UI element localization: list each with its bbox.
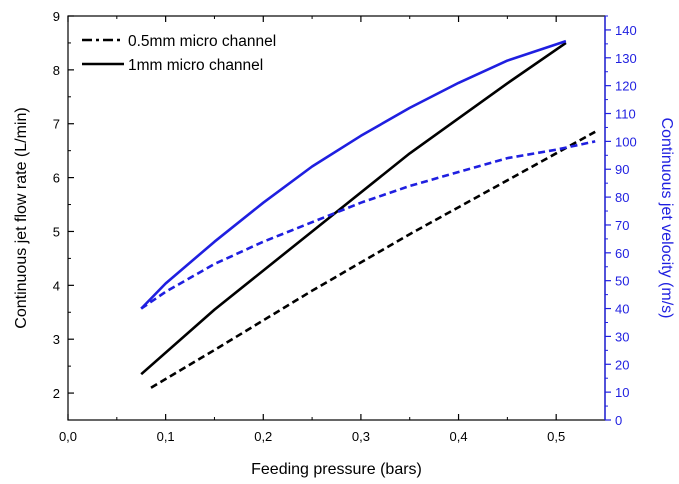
y-right-tick-label: 80 [615, 190, 629, 205]
y-right-tick-label: 130 [615, 51, 637, 66]
series-layer [140, 39, 596, 389]
y-right-tick-label: 120 [615, 79, 637, 94]
y-right-tick-label: 140 [615, 23, 637, 38]
y-left-tick-label: 7 [53, 117, 60, 132]
legend-label-1: 1mm micro channel [128, 57, 263, 74]
y-right-tick-label: 60 [615, 246, 629, 261]
plot-frame [67, 15, 606, 421]
series-line-1 [150, 130, 596, 389]
x-axis-label: Feeding pressure (bars) [251, 461, 422, 478]
y-right-tick-label: 30 [615, 329, 629, 344]
y-right-tick-label: 100 [615, 134, 637, 149]
y-left-tick-label: 6 [53, 171, 60, 186]
y-left-tick-label: 8 [53, 63, 60, 78]
y-right-tick-label: 0 [615, 413, 622, 428]
y-right-tick-label: 90 [615, 162, 629, 177]
series-line-3 [140, 140, 596, 310]
y-left-tick-label: 9 [53, 9, 60, 24]
y-left-tick-label: 2 [53, 386, 60, 401]
y-right-tick-label: 40 [615, 302, 629, 317]
y-right-tick-label: 70 [615, 218, 629, 233]
x-tick-label: 0,1 [157, 429, 175, 444]
y-right-tick-label: 50 [615, 274, 629, 289]
ticks-layer: 0,0 0,1 0,2 0,3 0,4 0,52345678901020304050607… [53, 9, 637, 444]
x-tick-label: 0,0 [59, 429, 77, 444]
x-tick-label: 0,4 [450, 429, 468, 444]
left-y-axis-label: Continuous jet flow rate (L/min) [13, 107, 30, 328]
series-line-2 [140, 39, 567, 310]
y-right-tick-label: 20 [615, 357, 629, 372]
right-y-axis-label: Continuous jet velocity (m/s) [658, 118, 675, 319]
x-tick-label: 0,2 [254, 429, 272, 444]
legend-label-0: 0.5mm micro channel [128, 33, 276, 50]
y-left-tick-label: 5 [53, 224, 60, 239]
x-tick-label: 0,3 [352, 429, 370, 444]
y-left-tick-label: 4 [53, 278, 60, 293]
legend: 0.5mm micro channel 1mm micro channel [82, 33, 276, 74]
y-right-tick-label: 10 [615, 385, 629, 400]
series-line-0 [140, 41, 567, 376]
y-right-tick-label: 110 [615, 107, 636, 122]
y-left-tick-label: 3 [53, 332, 60, 347]
x-tick-label: 0,5 [547, 429, 565, 444]
